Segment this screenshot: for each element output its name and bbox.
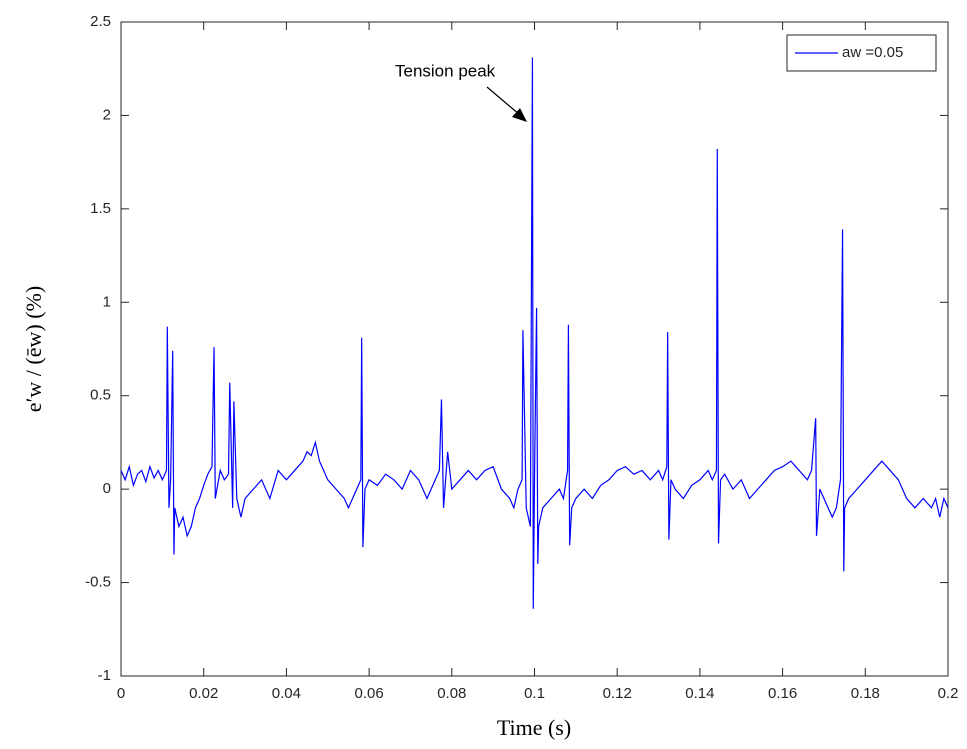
x-tick-label: 0.06 (354, 685, 383, 702)
x-tick-label: 0 (117, 685, 125, 702)
x-tick-label: 0.08 (437, 685, 466, 702)
y-tick-label: 2.5 (90, 13, 111, 30)
y-axis-label: e′w / (ēw) (%) (21, 286, 46, 412)
plot-frame (120, 21, 949, 677)
legend-label: aw =0.05 (842, 44, 903, 61)
x-tick-label: 0.14 (685, 685, 714, 702)
x-tick-label: 0.16 (768, 685, 797, 702)
x-tick-label: 0.12 (603, 685, 632, 702)
x-tick-label: 0.18 (851, 685, 880, 702)
x-axis-label: Time (s) (497, 715, 571, 740)
x-tick-label: 0.1 (524, 685, 545, 702)
y-tick-label: -0.5 (85, 574, 111, 591)
y-tick-label: 0.5 (90, 387, 111, 404)
y-tick-label: -1 (98, 667, 111, 684)
y-tick-label: 2 (103, 106, 111, 123)
annotation: Tension peak (395, 61, 496, 80)
annotation-arrowhead (512, 108, 527, 122)
y-tick-label: 1 (103, 293, 111, 310)
x-tick-label: 0.04 (272, 685, 301, 702)
y-tick-label: 0 (103, 480, 111, 497)
y-tick-label: 1.5 (90, 200, 111, 217)
x-tick-label: 0.2 (938, 685, 959, 702)
x-tick-label: 0.02 (189, 685, 218, 702)
data-line (120, 57, 949, 609)
annotation-arrow (486, 86, 521, 116)
